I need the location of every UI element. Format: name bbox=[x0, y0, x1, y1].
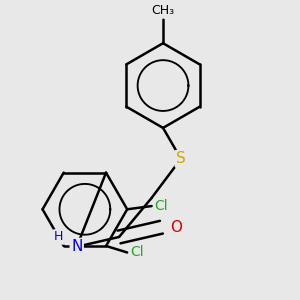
Text: Cl: Cl bbox=[154, 199, 168, 213]
Text: Cl: Cl bbox=[130, 245, 144, 260]
Text: CH₃: CH₃ bbox=[152, 4, 175, 17]
Text: H: H bbox=[54, 230, 64, 244]
Text: N: N bbox=[71, 239, 82, 254]
Text: S: S bbox=[176, 151, 186, 166]
Text: O: O bbox=[170, 220, 182, 235]
